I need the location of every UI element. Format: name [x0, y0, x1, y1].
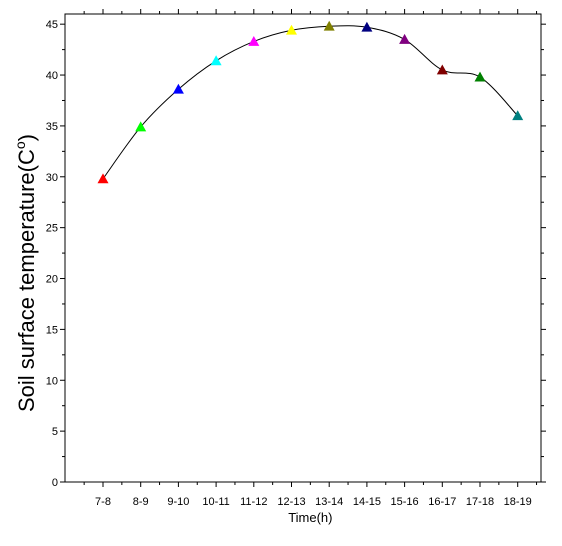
x-tick-label: 18-19 — [504, 496, 532, 508]
data-point-9-10 — [172, 83, 184, 94]
y-tick-label: 30 — [46, 172, 58, 184]
y-tick-label: 45 — [46, 19, 58, 31]
x-tick-label: 17-18 — [466, 496, 494, 508]
x-tick-label: 12-13 — [277, 496, 305, 508]
y-axis-title-unit-sup: o — [12, 141, 28, 149]
y-tick-label: 5 — [52, 426, 58, 438]
y-tick-label: 15 — [46, 324, 58, 336]
x-axis-title: Time(h) — [288, 510, 332, 525]
data-point-11-12 — [248, 35, 260, 46]
data-point-14-15 — [361, 21, 373, 32]
data-point-8-9 — [135, 121, 147, 132]
plot-frame — [64, 13, 542, 483]
x-tick-label: 16-17 — [428, 496, 456, 508]
y-tick-label: 35 — [46, 121, 58, 133]
y-tick-label: 10 — [46, 375, 58, 387]
x-tick-label: 11-12 — [240, 496, 267, 508]
data-point-12-13 — [286, 24, 297, 35]
data-point-18-19 — [512, 110, 524, 121]
y-tick-label: 20 — [46, 274, 58, 286]
x-tick-label: 15-16 — [391, 496, 419, 508]
trend-line — [102, 25, 519, 180]
x-tick-label: 9-10 — [167, 496, 189, 508]
y-tick-label: 40 — [46, 70, 58, 82]
data-point-13-14 — [323, 20, 335, 31]
data-point-17-18 — [474, 71, 486, 82]
data-point-15-16 — [399, 33, 411, 44]
y-tick-label: 0 — [52, 477, 58, 489]
plot-frame-group — [64, 13, 542, 483]
x-tick-label: 13-14 — [315, 496, 343, 508]
ticks-group: 0 5 10 15 20 25 30 35 40 45 7-8 8-9 9-10 10-11 11-12 12… — [46, 9, 546, 508]
y-axis-title-close: ) — [14, 134, 39, 141]
data-point-10-11 — [210, 55, 222, 66]
data-point-16-17 — [436, 64, 448, 75]
trend-line-group — [102, 25, 519, 180]
data-points-group — [97, 20, 524, 184]
x-tick-label: 14-15 — [353, 496, 381, 508]
x-tick-label: 10-11 — [202, 496, 229, 508]
y-axis-title-main: Soil surface temperature(C — [14, 149, 39, 412]
y-axis-title: Soil surface temperature(Co) — [12, 134, 39, 412]
x-tick-label: 8-9 — [133, 496, 149, 508]
x-tick-label: 7-8 — [95, 496, 111, 508]
data-point-7-8 — [97, 173, 109, 184]
y-tick-label: 25 — [46, 223, 58, 235]
